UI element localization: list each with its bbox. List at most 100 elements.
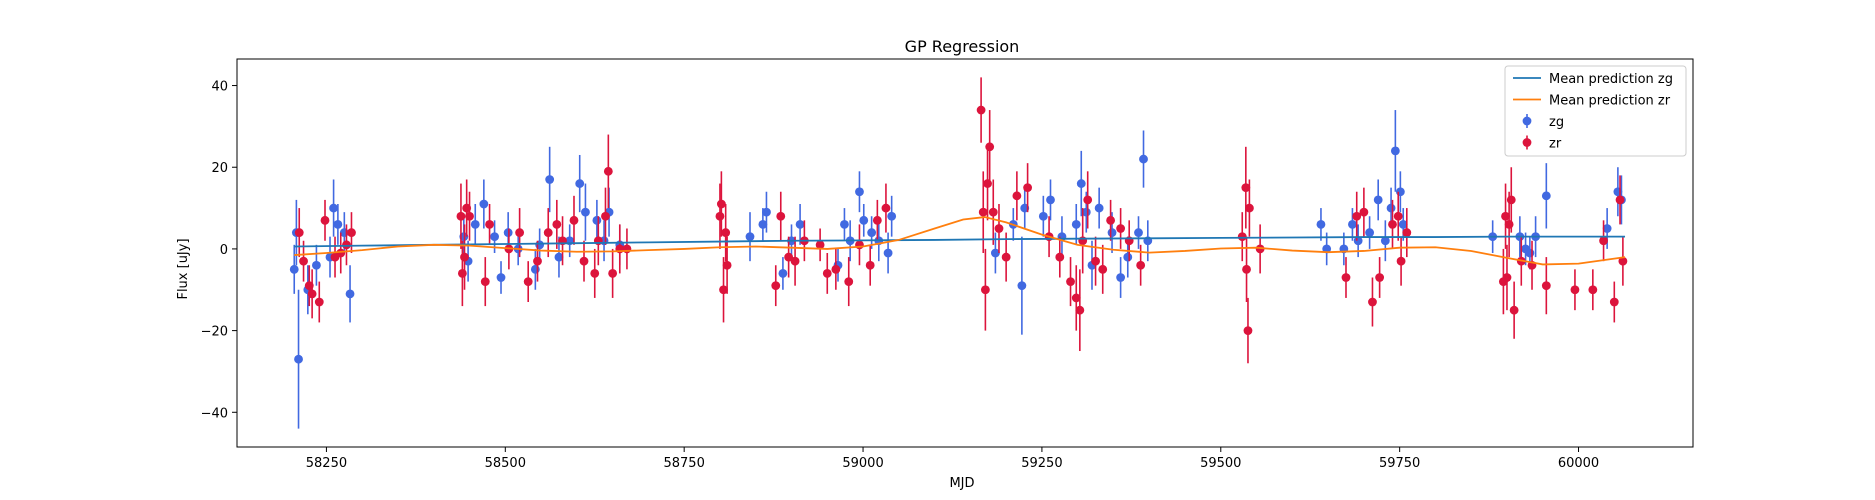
zr-point-73 [1136, 260, 1146, 270]
zr-point-80 [1341, 273, 1351, 282]
zr-point-58 [1001, 252, 1011, 262]
zr-point-84 [1375, 273, 1385, 282]
zg-point-62 [1316, 220, 1326, 229]
zr-point-83 [1368, 297, 1377, 307]
zg-point-2 [294, 354, 303, 364]
zr-point-64 [1071, 293, 1081, 303]
zg-point-34 [795, 220, 805, 229]
zr-point-38 [771, 281, 781, 291]
zr-point-52 [978, 207, 988, 217]
zg-point-49 [1046, 195, 1055, 205]
legend: Mean prediction zg Mean prediction zr zg zr [1504, 65, 1687, 157]
zg-point-80 [1602, 224, 1612, 233]
zr-point-14 [465, 211, 474, 221]
zr-point-34 [716, 199, 726, 209]
x-tick-label-59250: 59250 [1021, 456, 1062, 471]
zr-point-71 [1116, 224, 1126, 233]
zg-point-23 [575, 179, 585, 188]
legend-label-2: zg [1549, 115, 1564, 130]
zg-point-60 [1139, 154, 1148, 164]
zr-point-45 [831, 264, 841, 274]
zg-point-71 [1390, 146, 1400, 156]
mean-prediction-zr-line [294, 216, 1626, 266]
zg-point-9 [345, 289, 355, 299]
zr-point-60 [1023, 183, 1033, 193]
zg-point-72 [1395, 187, 1405, 197]
x-tick-label-59750: 59750 [1379, 456, 1420, 471]
plot-area [236, 58, 1694, 448]
zr-point-13 [462, 203, 472, 213]
legend-swatch-2 [1522, 116, 1532, 126]
zr-point-79 [1255, 244, 1265, 254]
zg-point-29 [745, 232, 755, 242]
zr-point-33 [715, 211, 725, 221]
zr-point-3 [307, 289, 317, 299]
zr-point-32 [622, 244, 632, 254]
zg-point-14 [490, 232, 499, 242]
x-tick-label-58250: 58250 [306, 456, 347, 471]
legend-swatch-3 [1522, 138, 1532, 147]
zg-point-44 [991, 248, 1000, 258]
x-axis: 58250 58500 58750 59000 59250 59500 59750 60000 [306, 447, 1599, 471]
zg-point-56 [1107, 228, 1117, 237]
zr-point-39 [776, 211, 786, 221]
zr-point-77 [1243, 326, 1253, 335]
zg-point-38 [855, 187, 864, 197]
zg-point-69 [1380, 236, 1390, 246]
zg-point-52 [1076, 179, 1086, 188]
zr-point-50 [881, 203, 891, 213]
zg-point-79 [1541, 191, 1551, 201]
zr-point-101 [1609, 297, 1619, 307]
zr-point-26 [590, 269, 600, 278]
zr-point-12 [460, 252, 469, 262]
zr-point-66 [1078, 236, 1088, 246]
zg-point-51 [1071, 220, 1081, 229]
zr-point-78 [1245, 203, 1254, 213]
zr-point-40 [784, 252, 794, 262]
zg-point-12 [470, 220, 480, 229]
zr-point-25 [579, 256, 589, 266]
zg-point-81 [1613, 187, 1623, 197]
zr-point-0 [294, 228, 304, 237]
zg-point-46 [1017, 281, 1027, 291]
zg-point-6 [329, 203, 338, 213]
zr-point-29 [603, 166, 613, 176]
zr-point-1 [299, 256, 308, 266]
x-tick-label-58750: 58750 [663, 456, 704, 471]
zg-point-58 [1123, 252, 1133, 262]
zg-point-59 [1134, 228, 1143, 237]
zr-point-91 [1502, 273, 1512, 282]
zr-point-82 [1359, 207, 1369, 217]
zr-point-35 [719, 285, 728, 295]
zg-point-67 [1365, 228, 1375, 237]
zr-point-24 [569, 215, 579, 225]
legend-label-1: Mean prediction zr [1549, 94, 1671, 109]
zr-point-54 [983, 179, 992, 188]
zr-point-98 [1570, 285, 1580, 295]
zg-point-39 [859, 215, 869, 225]
zr-point-99 [1588, 285, 1598, 295]
y-tick-label--40: −40 [201, 406, 228, 421]
zr-point-51 [976, 105, 986, 115]
zr-point-5 [320, 215, 330, 225]
zg-point-31 [762, 207, 771, 217]
zg-point-24 [581, 207, 590, 217]
zr-point-22 [552, 220, 562, 229]
zr-point-44 [822, 269, 832, 278]
zg-point-77 [1525, 248, 1535, 258]
zr-point-59 [1012, 191, 1022, 201]
zr-point-102 [1615, 195, 1625, 205]
x-tick-label-58500: 58500 [485, 456, 526, 471]
zg-point-48 [1038, 211, 1048, 221]
zg-point-18 [530, 264, 540, 274]
chart-title: GP Regression [905, 37, 1020, 56]
zr-point-74 [1237, 232, 1247, 242]
zr-point-67 [1083, 195, 1093, 205]
zg-point-55 [1094, 203, 1104, 213]
zg-point-32 [778, 269, 788, 278]
zr-point-30 [608, 269, 618, 278]
zr-point-56 [988, 207, 998, 217]
zr-point-86 [1393, 211, 1403, 221]
zg-point-42 [883, 248, 893, 258]
zr-point-21 [543, 228, 553, 237]
